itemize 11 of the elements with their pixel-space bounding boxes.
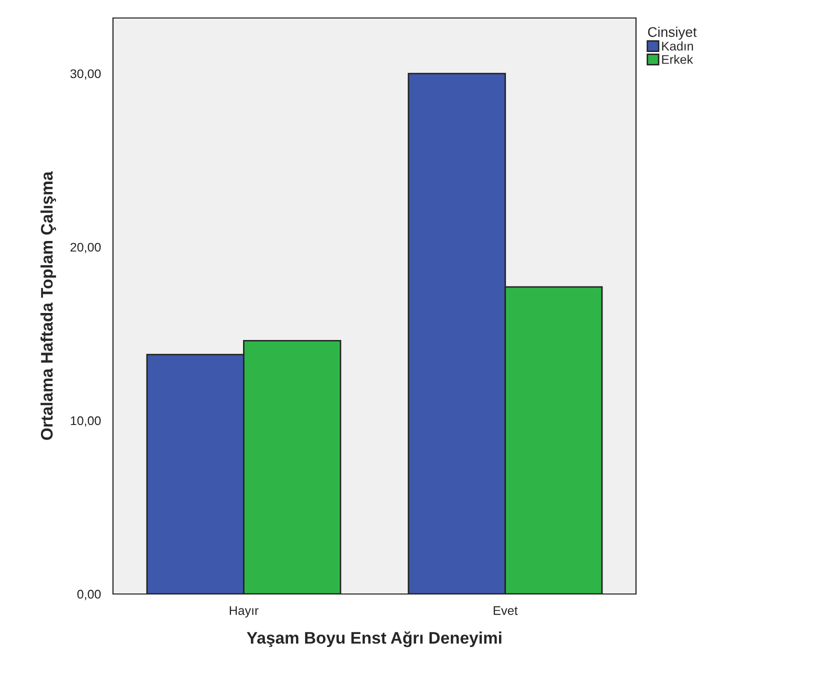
legend-label: Kadın (662, 41, 693, 51)
x-tick-label: Hayır (230, 606, 258, 618)
y-tick-label: 10,00 (70, 416, 101, 427)
y-tick-label: 30,00 (70, 69, 101, 80)
y-tick-label: 0,00 (77, 590, 101, 600)
legend-title: Cinsiyet (648, 26, 697, 40)
legend-label: Erkek (662, 54, 694, 64)
x-axis-title: Yaşam Boyu Enst Ağrı Deneyimi (246, 631, 502, 648)
x-tick-label: Evet (494, 606, 518, 615)
y-tick-label: 20,00 (70, 242, 101, 254)
y-axis-title: Ortalama Haftada Toplam Çalışma (40, 171, 56, 440)
